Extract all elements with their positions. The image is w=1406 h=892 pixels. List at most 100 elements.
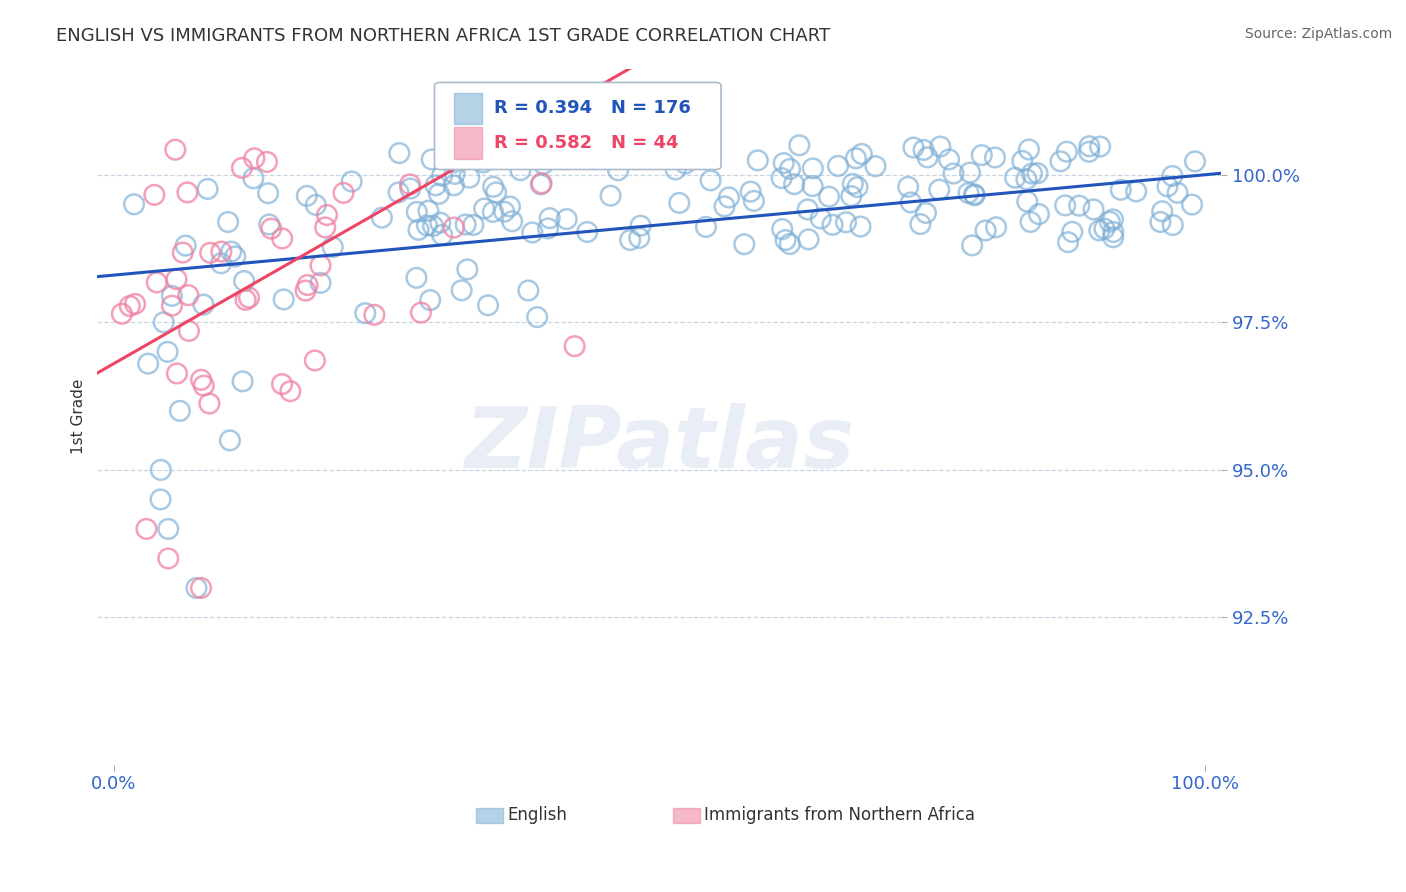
Point: [599, 188, 621, 202]
Point: [821, 218, 844, 232]
Point: [429, 216, 451, 230]
Point: [1184, 154, 1206, 169]
Point: [443, 167, 465, 181]
Point: [458, 170, 481, 185]
Text: R = 0.582   N = 44: R = 0.582 N = 44: [494, 134, 679, 152]
Point: [1109, 183, 1132, 197]
Point: [482, 179, 505, 194]
Point: [235, 293, 257, 307]
Point: [166, 272, 188, 286]
Point: [152, 315, 174, 329]
Point: [1156, 179, 1178, 194]
Point: [963, 187, 986, 202]
Y-axis label: 1st Grade: 1st Grade: [72, 379, 86, 454]
Point: [157, 522, 180, 536]
Point: [143, 187, 166, 202]
Point: [198, 396, 221, 410]
Point: [260, 221, 283, 235]
Point: [1069, 199, 1091, 213]
Point: [960, 238, 983, 252]
Point: [959, 165, 981, 179]
Point: [232, 375, 254, 389]
Point: [984, 220, 1007, 235]
Point: [354, 306, 377, 320]
Point: [668, 195, 690, 210]
Point: [900, 195, 922, 210]
Point: [371, 211, 394, 225]
Point: [517, 284, 540, 298]
Point: [420, 153, 443, 167]
Point: [405, 205, 427, 219]
Point: [1102, 212, 1125, 227]
Point: [209, 244, 232, 259]
Point: [530, 177, 553, 191]
Point: [177, 288, 200, 302]
Point: [970, 148, 993, 162]
Point: [713, 199, 735, 213]
Point: [957, 186, 980, 200]
Point: [200, 245, 222, 260]
Point: [1015, 172, 1038, 186]
Text: ENGLISH VS IMMIGRANTS FROM NORTHERN AFRICA 1ST GRADE CORRELATION CHART: ENGLISH VS IMMIGRANTS FROM NORTHERN AFRI…: [56, 27, 831, 45]
Point: [418, 203, 440, 218]
Point: [699, 173, 721, 187]
Point: [430, 169, 453, 183]
Point: [842, 177, 865, 191]
Point: [456, 262, 478, 277]
Point: [1026, 166, 1049, 180]
Point: [1057, 235, 1080, 250]
Point: [472, 202, 495, 216]
Point: [796, 202, 818, 217]
Point: [1088, 223, 1111, 237]
Point: [1102, 230, 1125, 244]
Point: [332, 186, 354, 200]
Point: [628, 231, 651, 245]
Text: R = 0.394   N = 176: R = 0.394 N = 176: [494, 99, 690, 117]
Point: [425, 178, 447, 193]
Point: [219, 244, 242, 259]
Point: [309, 259, 332, 273]
Point: [555, 212, 578, 227]
Point: [156, 344, 179, 359]
Point: [304, 353, 326, 368]
Point: [499, 199, 522, 213]
Point: [422, 219, 444, 233]
Point: [408, 223, 430, 237]
Point: [193, 378, 215, 392]
Point: [427, 186, 450, 201]
Text: ZIPatlas: ZIPatlas: [464, 403, 855, 486]
Point: [845, 151, 868, 165]
Point: [273, 293, 295, 307]
Point: [160, 299, 183, 313]
Point: [309, 276, 332, 290]
Point: [485, 186, 508, 200]
Point: [477, 298, 499, 312]
Point: [197, 182, 219, 196]
Point: [1021, 167, 1043, 181]
Point: [827, 159, 849, 173]
Point: [1083, 202, 1105, 217]
Point: [340, 174, 363, 188]
Point: [177, 324, 200, 338]
Point: [242, 171, 264, 186]
Point: [616, 145, 638, 160]
Point: [1102, 225, 1125, 239]
Point: [630, 219, 652, 233]
Point: [305, 198, 328, 212]
Point: [176, 186, 198, 200]
Point: [322, 240, 344, 254]
Point: [501, 214, 523, 228]
Text: Immigrants from Northern Africa: Immigrants from Northern Africa: [704, 806, 976, 824]
Point: [190, 581, 212, 595]
FancyBboxPatch shape: [454, 128, 482, 159]
Point: [1166, 186, 1188, 200]
Point: [146, 276, 169, 290]
Point: [974, 223, 997, 237]
Point: [1181, 197, 1204, 211]
Point: [454, 218, 477, 232]
Point: [416, 219, 439, 233]
Point: [1011, 153, 1033, 168]
Point: [271, 231, 294, 245]
Point: [775, 233, 797, 247]
Point: [929, 139, 952, 153]
